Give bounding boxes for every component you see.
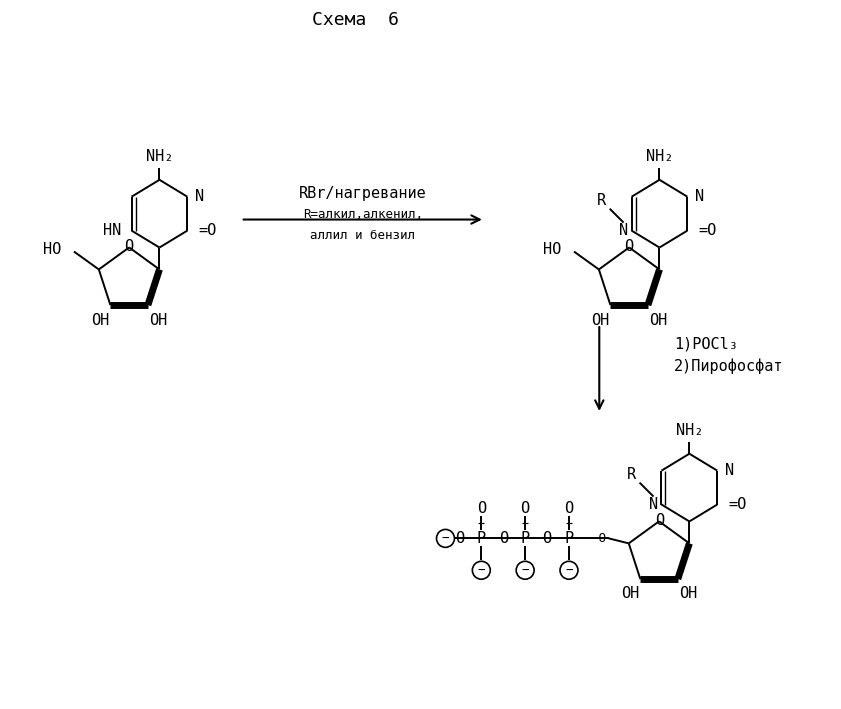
Text: NH₂: NH₂ xyxy=(675,423,703,438)
Text: O: O xyxy=(477,501,486,516)
Text: OH: OH xyxy=(621,586,639,601)
Text: NH₂: NH₂ xyxy=(646,150,673,164)
Text: P: P xyxy=(521,531,530,546)
Text: -O: -O xyxy=(592,532,607,545)
Text: аллил и бензил: аллил и бензил xyxy=(310,229,415,242)
Text: O: O xyxy=(521,501,530,516)
Text: HO: HO xyxy=(543,242,561,257)
Text: N: N xyxy=(695,189,704,204)
Text: P: P xyxy=(564,531,574,546)
Text: N: N xyxy=(195,189,204,204)
Text: R: R xyxy=(597,194,606,208)
Text: HN: HN xyxy=(103,223,121,238)
Text: P: P xyxy=(477,531,486,546)
Text: OH: OH xyxy=(149,313,167,328)
Text: 1)POCl₃: 1)POCl₃ xyxy=(674,337,738,352)
Text: Схема  6: Схема 6 xyxy=(312,11,399,29)
Text: O: O xyxy=(625,239,634,254)
Text: NH₂: NH₂ xyxy=(145,150,173,164)
Text: R: R xyxy=(627,467,636,482)
Text: R=алкил,алкенил,: R=алкил,алкенил, xyxy=(303,208,423,221)
Text: OH: OH xyxy=(591,313,610,328)
Text: =O: =O xyxy=(198,223,216,238)
Text: O: O xyxy=(564,501,574,516)
Text: N: N xyxy=(649,497,658,512)
Text: N: N xyxy=(619,223,628,238)
Text: O: O xyxy=(456,531,464,546)
Text: O: O xyxy=(499,531,508,546)
Text: N: N xyxy=(725,463,734,478)
Text: O: O xyxy=(542,531,552,546)
Text: −: − xyxy=(442,532,449,545)
Text: HO: HO xyxy=(43,242,61,257)
Text: −: − xyxy=(521,564,529,576)
Text: O: O xyxy=(124,239,134,254)
Text: −: − xyxy=(478,564,485,576)
Text: OH: OH xyxy=(648,313,667,328)
Text: O: O xyxy=(655,513,664,527)
Text: =O: =O xyxy=(728,497,746,512)
Text: =O: =O xyxy=(698,223,717,238)
Text: OH: OH xyxy=(92,313,109,328)
Text: −: − xyxy=(565,564,573,576)
Text: RBr/нагревание: RBr/нагревание xyxy=(299,186,426,201)
Text: OH: OH xyxy=(679,586,697,601)
Text: 2)Пирофосфат: 2)Пирофосфат xyxy=(674,358,784,374)
